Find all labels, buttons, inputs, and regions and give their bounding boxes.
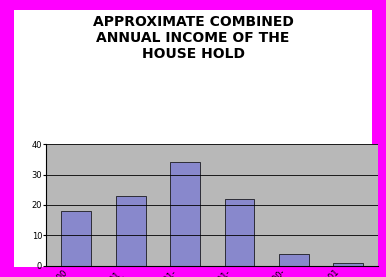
Bar bbox=[61, 211, 91, 266]
Bar bbox=[225, 199, 254, 266]
Bar bbox=[116, 196, 146, 266]
Bar bbox=[333, 263, 363, 266]
Bar bbox=[170, 162, 200, 266]
Text: APPROXIMATE COMBINED
ANNUAL INCOME OF THE
HOUSE HOLD: APPROXIMATE COMBINED ANNUAL INCOME OF TH… bbox=[93, 15, 293, 61]
Bar bbox=[279, 254, 309, 266]
